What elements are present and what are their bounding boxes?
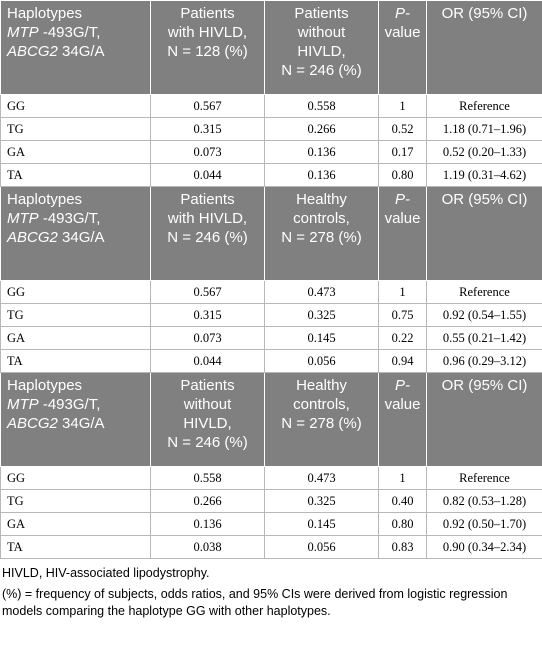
table-row: GG 0.567 0.473 1 Reference [0,280,542,304]
odds-ratio-cell: 0.52 (0.20–1.33) [426,140,542,164]
haplotype-cell: TA [0,349,151,373]
group-b-cell: 0.558 [264,94,379,118]
odds-ratio-cell: 0.92 (0.54–1.55) [426,303,542,327]
table-row: GA 0.073 0.145 0.22 0.55 (0.21–1.42) [0,326,542,350]
table-row: TG 0.315 0.266 0.52 1.18 (0.71–1.96) [0,117,542,141]
table-row: TG 0.315 0.325 0.75 0.92 (0.54–1.55) [0,303,542,327]
group-b-cell: 0.473 [264,280,379,304]
p-value-cell: 0.80 [378,163,427,187]
group-b-header: Healthy controls, N = 278 (%) [264,186,379,281]
group-b-cell: 0.325 [264,303,379,327]
table-row: GA 0.073 0.136 0.17 0.52 (0.20–1.33) [0,140,542,164]
haplotype-table: Haplotypes MTP -493G/T, ABCG2 34G/A Pati… [0,0,542,559]
table-row: TA 0.044 0.056 0.94 0.96 (0.29–3.12) [0,349,542,373]
haplotype-cell: GG [0,94,151,118]
group-b-header: Healthy controls, N = 278 (%) [264,372,379,467]
group-a-cell: 0.136 [150,512,265,536]
p-value-cell: 0.83 [378,535,427,559]
method-footnote: (%) = frequency of subjects, odds ratios… [2,587,508,618]
haplotype-cell: GA [0,140,151,164]
table-row: GG 0.558 0.473 1 Reference [0,466,542,490]
p-value-cell: 1 [378,280,427,304]
group-b-cell: 0.136 [264,140,379,164]
odds-ratio-cell: 1.19 (0.31–4.62) [426,163,542,187]
group-b-cell: 0.266 [264,117,379,141]
group-b-cell: 0.325 [264,489,379,513]
p-value-cell: 0.52 [378,117,427,141]
odds-ratio-cell: Reference [426,94,542,118]
table-row: TA 0.038 0.056 0.83 0.90 (0.34–2.34) [0,535,542,559]
group-b-cell: 0.473 [264,466,379,490]
group-a-cell: 0.044 [150,163,265,187]
table-section: Haplotypes MTP -493G/T, ABCG2 34G/A Pati… [0,372,542,559]
abbreviation-footnote: HIVLD, HIV-associated lipodystrophy. [2,566,210,580]
p-value-cell: 0.80 [378,512,427,536]
haplotype-cell: TG [0,117,151,141]
table-row: TA 0.044 0.136 0.80 1.19 (0.31–4.62) [0,163,542,187]
group-b-cell: 0.145 [264,326,379,350]
group-b-cell: 0.136 [264,163,379,187]
table-section: Haplotypes MTP -493G/T, ABCG2 34G/A Pati… [0,0,542,187]
table-section: Haplotypes MTP -493G/T, ABCG2 34G/A Pati… [0,186,542,373]
group-a-cell: 0.044 [150,349,265,373]
section-header-row: Haplotypes MTP -493G/T, ABCG2 34G/A Pati… [0,372,542,467]
group-a-cell: 0.567 [150,280,265,304]
p-value-header: P- value [378,372,427,467]
haplotypes-header: Haplotypes MTP -493G/T, ABCG2 34G/A [0,372,151,467]
p-value-cell: 1 [378,94,427,118]
p-value-cell: 0.17 [378,140,427,164]
haplotype-cell: GA [0,326,151,350]
haplotype-cell: GG [0,466,151,490]
group-a-cell: 0.038 [150,535,265,559]
odds-ratio-cell: Reference [426,280,542,304]
odds-ratio-cell: 0.96 (0.29–3.12) [426,349,542,373]
section-header-row: Haplotypes MTP -493G/T, ABCG2 34G/A Pati… [0,0,542,95]
group-b-header: Patients without HIVLD, N = 246 (%) [264,0,379,95]
odds-ratio-cell: 0.92 (0.50–1.70) [426,512,542,536]
p-value-cell: 0.94 [378,349,427,373]
group-a-cell: 0.558 [150,466,265,490]
p-value-cell: 1 [378,466,427,490]
p-value-cell: 0.75 [378,303,427,327]
group-a-cell: 0.315 [150,303,265,327]
table-row: TG 0.266 0.325 0.40 0.82 (0.53–1.28) [0,489,542,513]
odds-ratio-cell: 0.82 (0.53–1.28) [426,489,542,513]
group-a-header: Patients with HIVLD, N = 246 (%) [150,186,265,281]
section-header-row: Haplotypes MTP -493G/T, ABCG2 34G/A Pati… [0,186,542,281]
odds-ratio-cell: 0.90 (0.34–2.34) [426,535,542,559]
haplotype-cell: TA [0,163,151,187]
p-value-header: P- value [378,0,427,95]
group-a-cell: 0.266 [150,489,265,513]
table-row: GG 0.567 0.558 1 Reference [0,94,542,118]
document: Haplotypes MTP -493G/T, ABCG2 34G/A Pati… [0,0,542,620]
group-a-cell: 0.315 [150,117,265,141]
group-b-cell: 0.056 [264,535,379,559]
odds-ratio-cell: Reference [426,466,542,490]
haplotypes-header: Haplotypes MTP -493G/T, ABCG2 34G/A [0,186,151,281]
odds-ratio-header: OR (95% CI) [426,372,542,467]
group-b-cell: 0.145 [264,512,379,536]
table-row: GA 0.136 0.145 0.80 0.92 (0.50–1.70) [0,512,542,536]
haplotype-cell: TA [0,535,151,559]
p-value-header: P- value [378,186,427,281]
group-a-header: Patients with HIVLD, N = 128 (%) [150,0,265,95]
odds-ratio-header: OR (95% CI) [426,0,542,95]
group-b-cell: 0.056 [264,349,379,373]
haplotype-cell: TG [0,303,151,327]
p-value-cell: 0.40 [378,489,427,513]
group-a-cell: 0.073 [150,140,265,164]
group-a-header: Patients without HIVLD, N = 246 (%) [150,372,265,467]
p-value-cell: 0.22 [378,326,427,350]
group-a-cell: 0.073 [150,326,265,350]
table-footnotes: HIVLD, HIV-associated lipodystrophy. (%)… [0,559,542,620]
group-a-cell: 0.567 [150,94,265,118]
odds-ratio-header: OR (95% CI) [426,186,542,281]
odds-ratio-cell: 1.18 (0.71–1.96) [426,117,542,141]
haplotype-cell: GA [0,512,151,536]
haplotype-cell: TG [0,489,151,513]
haplotypes-header: Haplotypes MTP -493G/T, ABCG2 34G/A [0,0,151,95]
haplotype-cell: GG [0,280,151,304]
odds-ratio-cell: 0.55 (0.21–1.42) [426,326,542,350]
